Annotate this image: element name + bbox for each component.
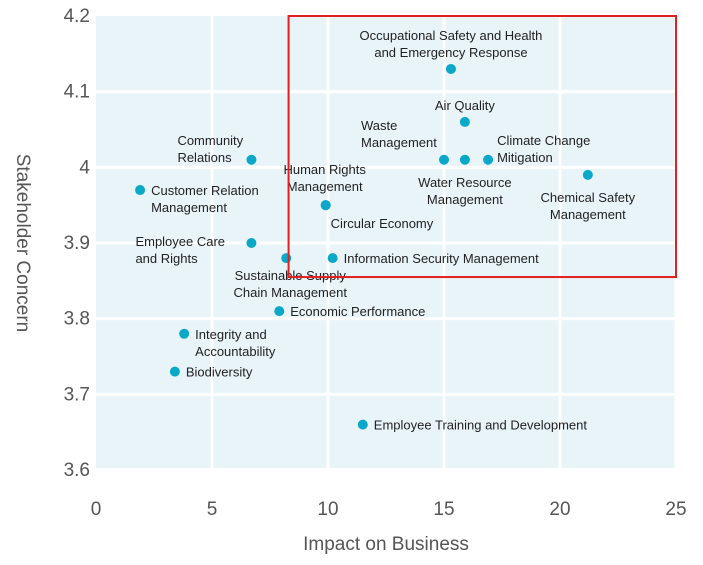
point-label: Employee Care and Rights bbox=[135, 234, 225, 266]
x-axis-ticks: 0 5 10 15 20 25 bbox=[91, 499, 687, 520]
data-point[interactable] bbox=[582, 169, 593, 180]
point-label: Biodiversity bbox=[186, 365, 253, 380]
y-tick-label: 3.7 bbox=[64, 384, 90, 405]
data-point[interactable] bbox=[445, 63, 456, 74]
point-label: Human Rights Management bbox=[283, 162, 366, 194]
gridlines bbox=[96, 16, 678, 468]
data-point[interactable] bbox=[320, 200, 331, 211]
data-point[interactable] bbox=[246, 238, 257, 248]
y-axis-title: Stakeholder Concern bbox=[12, 154, 33, 333]
point-label: Water Resource Management bbox=[418, 175, 511, 207]
data-point[interactable] bbox=[179, 328, 190, 339]
data-point[interactable] bbox=[274, 306, 285, 317]
y-tick-label: 4.1 bbox=[64, 82, 90, 103]
y-axis-ticks: 3.6 3.7 3.8 3.9 4 4.1 4.2 bbox=[64, 6, 91, 481]
point-label: Chemical Safety Management bbox=[541, 190, 636, 222]
x-tick-label: 15 bbox=[433, 499, 454, 520]
data-point[interactable] bbox=[327, 253, 338, 264]
point-label: Community Relations bbox=[177, 133, 243, 165]
point-label: Waste Management bbox=[361, 118, 437, 150]
point-label: Economic Performance bbox=[290, 304, 425, 319]
data-point[interactable] bbox=[246, 154, 257, 165]
data-point[interactable] bbox=[483, 154, 494, 165]
point-label: Occupational Safety and Health and Emerge… bbox=[360, 28, 543, 60]
x-tick-label: 0 bbox=[91, 499, 102, 520]
data-point[interactable] bbox=[439, 154, 449, 165]
point-label: Employee Training and Development bbox=[374, 418, 588, 433]
point-label: Air Quality bbox=[435, 98, 495, 113]
x-axis-title: Impact on Business bbox=[303, 534, 469, 555]
point-labels: Occupational Safety and Health and Emerge… bbox=[135, 28, 635, 433]
point-label: Integrity and Accountability bbox=[195, 327, 276, 359]
data-point[interactable] bbox=[135, 185, 146, 196]
y-tick-label: 4 bbox=[79, 157, 90, 178]
point-label: Information Security Management bbox=[344, 251, 539, 266]
x-tick-label: 5 bbox=[207, 499, 218, 520]
data-point[interactable] bbox=[281, 253, 292, 264]
x-tick-label: 10 bbox=[317, 499, 338, 520]
y-tick-label: 4.2 bbox=[64, 6, 90, 27]
y-tick-label: 3.9 bbox=[64, 233, 90, 254]
point-label: Sustainable Supply Chain Management bbox=[234, 268, 348, 300]
point-label: Circular Economy bbox=[331, 216, 434, 231]
point-label: Customer Relation Management bbox=[151, 183, 259, 215]
y-tick-label: 3.6 bbox=[64, 460, 90, 481]
data-points bbox=[135, 63, 593, 430]
y-tick-label: 3.8 bbox=[64, 309, 90, 330]
x-tick-label: 20 bbox=[549, 499, 570, 520]
data-point[interactable] bbox=[459, 154, 470, 165]
data-point[interactable] bbox=[357, 419, 368, 430]
data-point[interactable] bbox=[459, 116, 470, 127]
highlight-box bbox=[287, 15, 677, 279]
point-label: Climate Change Mitigation bbox=[497, 133, 590, 165]
x-tick-label: 25 bbox=[665, 499, 686, 520]
data-point[interactable] bbox=[169, 366, 180, 377]
